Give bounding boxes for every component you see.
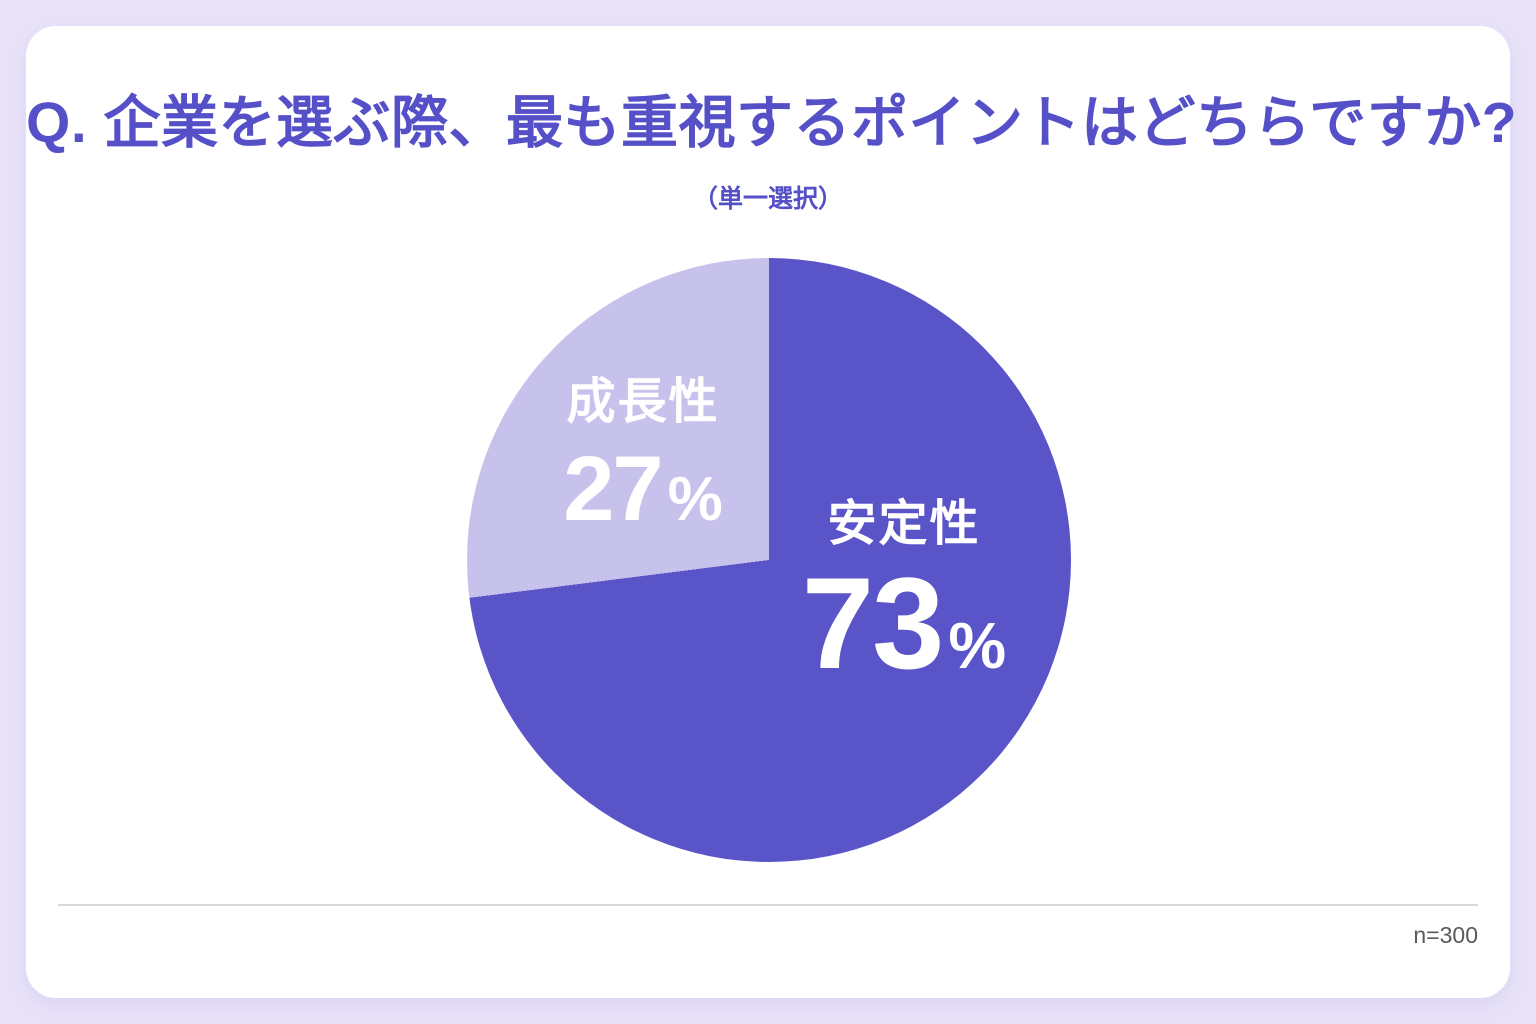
slice-value-growth: 27%	[563, 443, 723, 535]
divider-line	[58, 904, 1478, 906]
slice-value-stability: 73%	[802, 558, 1007, 688]
slice-percent-number-stability: 73	[801, 550, 945, 696]
sample-size-note: n=300	[1413, 922, 1478, 948]
pie-chart	[467, 258, 1071, 862]
slice-label-stability: 安定性 73%	[802, 497, 1007, 689]
slice-name-growth: 成長性	[566, 375, 720, 429]
slice-percent-sign-stability: %	[948, 609, 1007, 682]
slice-percent-sign-growth: %	[667, 465, 723, 534]
question-title: Q. 企業を選ぶ際、最も重視するポイントはどちらですか?	[26, 91, 1518, 155]
survey-result-card: Q. 企業を選ぶ際、最も重視するポイントはどちらですか? （単一選択） 成長性 …	[26, 26, 1518, 998]
question-subtitle: （単一選択）	[692, 185, 843, 213]
pie-chart-area: 成長性 27% 安定性 73%	[467, 258, 1071, 862]
slice-percent-number-growth: 27	[563, 438, 663, 540]
slice-name-stability: 安定性	[827, 497, 981, 551]
slice-label-growth: 成長性 27%	[563, 375, 723, 536]
